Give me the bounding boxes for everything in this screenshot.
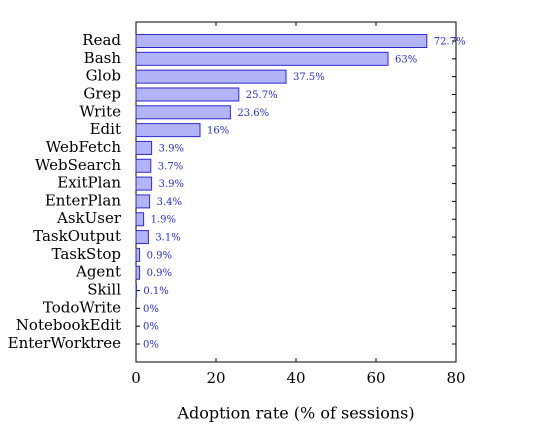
- bar: [135, 51, 389, 66]
- value-label: 25.7%: [246, 90, 278, 101]
- y-tick-label: TodoWrite: [43, 298, 121, 316]
- y-tick-label: WebFetch: [46, 138, 122, 156]
- value-label: 37.5%: [293, 72, 325, 83]
- value-label: 23.6%: [237, 108, 269, 119]
- x-tick-label: 0: [131, 369, 141, 387]
- y-tick-label: NotebookEdit: [16, 316, 121, 334]
- y-tick-label: Agent: [75, 263, 121, 281]
- value-label: 3.1%: [155, 233, 180, 244]
- value-label: 0.9%: [147, 250, 172, 261]
- value-label: 63%: [395, 54, 417, 65]
- value-label: 3.4%: [157, 197, 182, 208]
- y-tick-label: Write: [79, 102, 121, 120]
- y-tick-label: EnterPlan: [45, 191, 122, 209]
- value-label: 16%: [207, 126, 229, 137]
- bar: [135, 140, 153, 155]
- bar: [135, 212, 145, 227]
- x-axis-label: Adoption rate (% of sessions): [176, 404, 414, 423]
- bar: [135, 34, 428, 48]
- y-tick-label: ExitPlan: [57, 174, 121, 192]
- value-label: 0%: [143, 340, 159, 351]
- bar: [135, 105, 231, 120]
- bar: [135, 194, 151, 209]
- y-tick-label: Glob: [86, 67, 121, 85]
- x-tick-label: 80: [446, 369, 465, 387]
- value-label: 0.9%: [147, 268, 172, 279]
- bar: [135, 158, 152, 173]
- y-tick-label: Edit: [90, 120, 121, 138]
- y-tick-label: TaskOutput: [33, 227, 121, 245]
- bar: [135, 123, 201, 138]
- bar: [135, 69, 287, 84]
- value-label: 3.9%: [159, 143, 184, 154]
- bar: [135, 265, 141, 280]
- y-tick-label: AskUser: [56, 209, 122, 227]
- y-tick-label: Skill: [87, 281, 121, 299]
- value-label: 0%: [143, 322, 159, 333]
- y-tick-label: WebSearch: [35, 156, 121, 174]
- y-tick-label: Grep: [83, 84, 121, 102]
- bar: [135, 230, 149, 245]
- value-label: 3.9%: [159, 179, 184, 190]
- bar: [135, 247, 141, 262]
- y-tick-label: TaskStop: [51, 245, 121, 263]
- value-label: 72.7%: [434, 37, 466, 48]
- value-label: 0%: [143, 304, 159, 315]
- y-tick-label: EnterWorktree: [8, 334, 121, 352]
- y-tick-label: Read: [82, 31, 121, 49]
- y-tick-label: Bash: [84, 49, 122, 67]
- value-label: 3.7%: [158, 161, 183, 172]
- value-label: 1.9%: [151, 215, 176, 226]
- bar: [135, 87, 240, 102]
- x-tick-label: 60: [366, 369, 385, 387]
- x-tick-label: 20: [206, 369, 225, 387]
- value-label: 0.1%: [143, 286, 168, 297]
- x-tick-label: 40: [286, 369, 305, 387]
- bar: [135, 176, 153, 191]
